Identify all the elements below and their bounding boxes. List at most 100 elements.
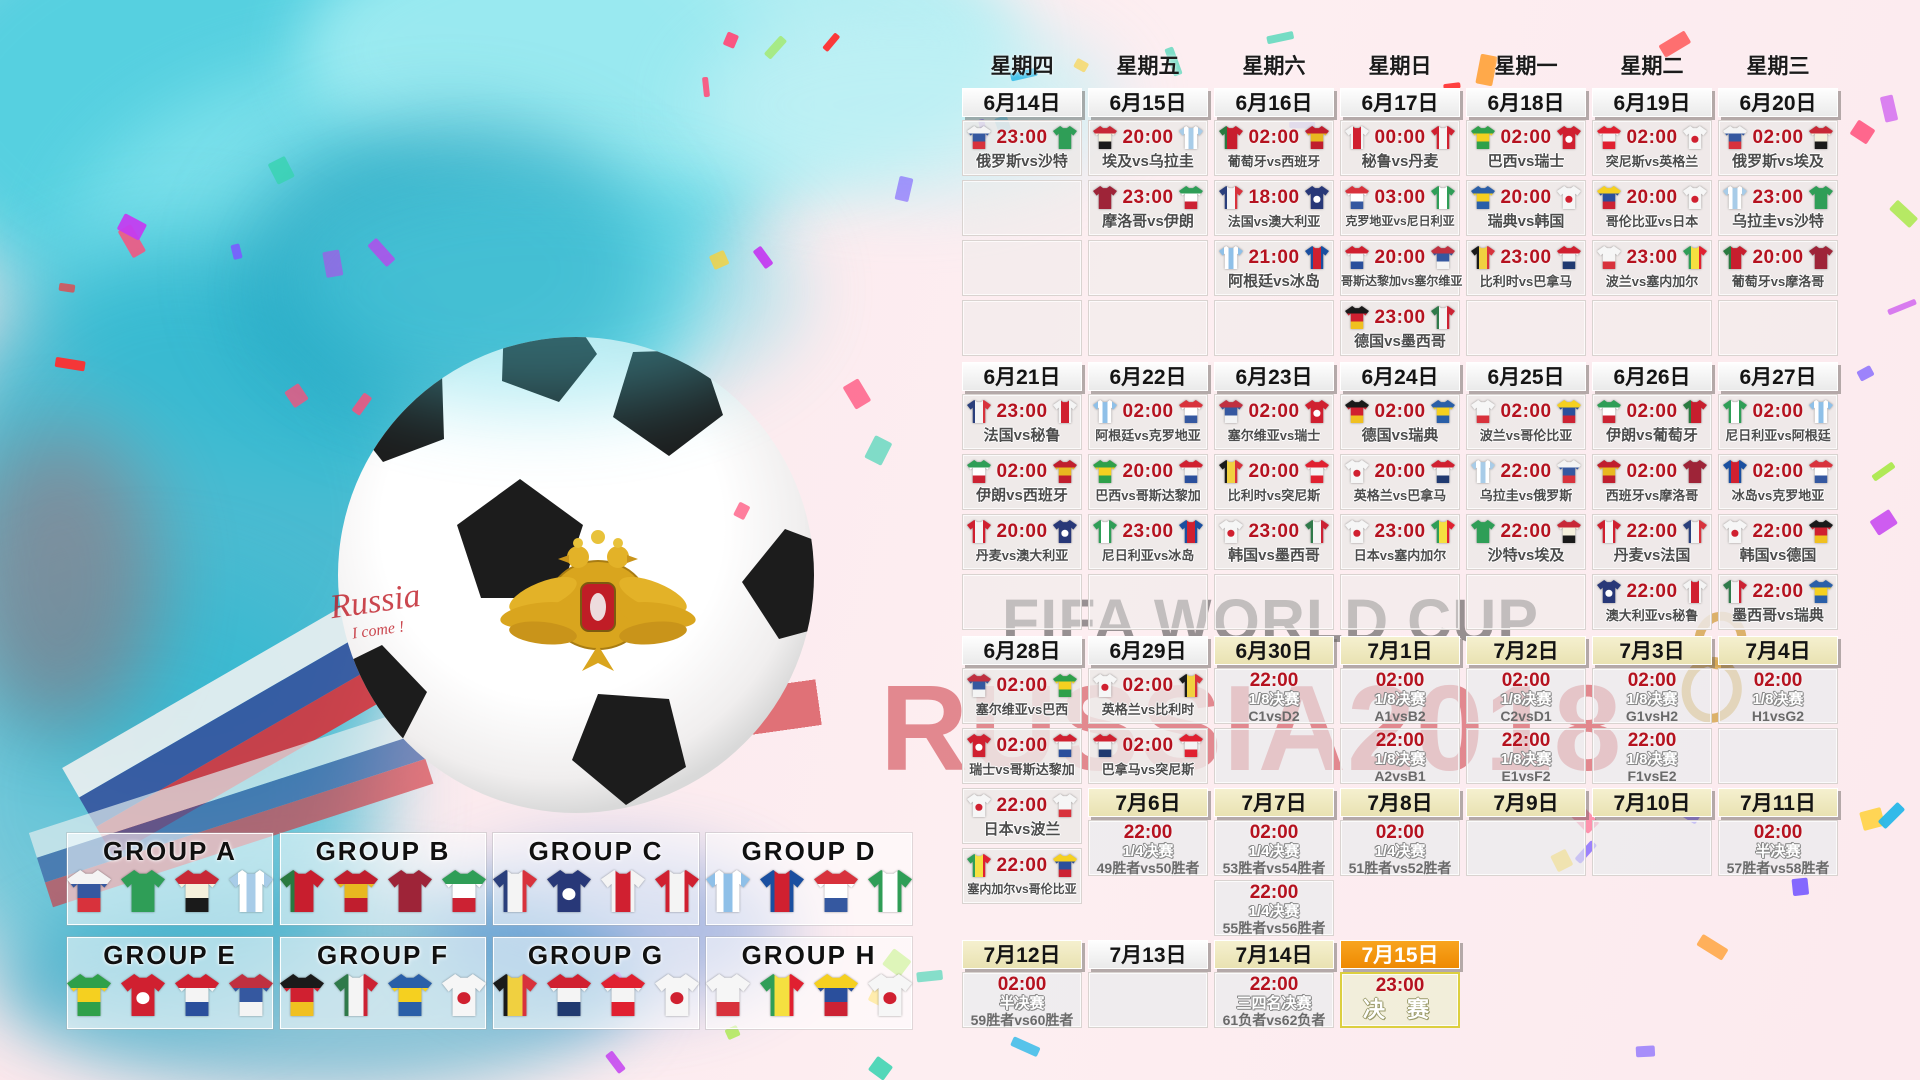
match-teams: 克罗地亚vs尼日利亚 <box>1345 214 1455 228</box>
match-top-row: 02:00 <box>963 669 1081 699</box>
jersey-mark <box>1565 196 1573 203</box>
match-cell: 23:00 俄罗斯vs沙特 <box>962 120 1082 176</box>
match-cell: 20:00 比利时vs突尼斯 <box>1214 454 1334 510</box>
weekday-label: 星期三 <box>1746 55 1810 78</box>
match-time: 22:00 <box>1500 520 1552 542</box>
jersey-body <box>967 400 991 423</box>
match-cell: 22:00 塞内加尔vs哥伦比亚 <box>962 848 1082 904</box>
match-time: 23:00 <box>1500 246 1552 268</box>
match-time: 02:00 <box>1248 400 1300 422</box>
jersey-body <box>1471 246 1495 269</box>
group-title: GROUP A <box>103 836 237 866</box>
match-top-row: 22:00 <box>1719 575 1837 605</box>
date-box: 6月25日 <box>1466 362 1586 391</box>
match-time: 02:00 <box>1249 822 1299 843</box>
match-top-row: 02:00 <box>1719 121 1837 151</box>
jersey-icon-ar <box>1219 246 1243 269</box>
jersey-icon-hr <box>814 870 858 912</box>
jersey-body <box>67 870 111 912</box>
jersey-body <box>1597 460 1621 483</box>
jersey-icon-pt <box>280 870 324 912</box>
match-cell: 02:00 波兰vs哥伦比亚 <box>1466 394 1586 450</box>
jersey-body <box>67 974 111 1016</box>
match-time: 20:00 <box>1122 460 1174 482</box>
jersey-body <box>1430 520 1455 543</box>
pairing-label: E1vsF2 <box>1501 768 1551 784</box>
jersey-icon-dk <box>655 870 699 912</box>
group-jerseys-row <box>280 974 486 1016</box>
stage-label: 1/4决赛 <box>1248 903 1300 920</box>
match-time: 02:00 <box>1500 400 1552 422</box>
jersey-mark <box>975 744 983 751</box>
match-cell: 22:00 丹麦vs法国 <box>1592 514 1712 570</box>
date-box: 7月14日 <box>1214 940 1334 969</box>
jersey-mark <box>1731 530 1739 537</box>
match-top-row: 02:00 <box>1215 121 1333 151</box>
match-teams: 埃及vs乌拉圭 <box>1102 153 1194 170</box>
empty-cell <box>1466 820 1586 876</box>
pairing-label: 57胜者vs58胜者 <box>1726 860 1830 876</box>
match-top-row: 23:00 <box>1089 515 1207 545</box>
jersey-icon-de <box>280 974 324 1016</box>
jersey-icon-dk <box>967 520 991 543</box>
match-teams: 秘鲁vs丹麦 <box>1361 153 1439 170</box>
group-box: GROUP A <box>67 833 273 925</box>
jersey-icon-ru <box>967 126 991 149</box>
date-box: 7月6日 <box>1088 788 1208 817</box>
knockout-cell: 02:00 半决赛 59胜者vs60胜者 <box>962 972 1082 1028</box>
match-teams: 乌拉圭vs沙特 <box>1732 213 1824 230</box>
jersey-icon-ru <box>1556 460 1581 483</box>
match-top-row: 20:00 <box>1593 181 1711 211</box>
jersey-body <box>1597 186 1621 209</box>
jersey-icon-es <box>1304 126 1329 149</box>
jersey-icon-jp <box>868 974 912 1016</box>
match-time: 22:00 <box>996 794 1048 816</box>
jersey-icon-pt <box>1723 246 1747 269</box>
jersey-body <box>229 974 273 1016</box>
jersey-icon-rs <box>1219 400 1243 423</box>
jersey-icon-hr <box>1345 186 1369 209</box>
match-time: 02:00 <box>1627 670 1677 691</box>
jersey-icon-pa <box>547 974 591 1016</box>
knockout-cell: 22:00 1/4决赛 55胜者vs56胜者 <box>1214 880 1334 936</box>
match-top-row: 20:00 <box>1341 241 1459 271</box>
jersey-icon-ma <box>1682 460 1707 483</box>
date-box: 7月2日 <box>1466 636 1586 665</box>
match-cell: 02:00 巴拿马vs突尼斯 <box>1088 728 1208 784</box>
stage-label: 1/8决赛 <box>1626 751 1678 768</box>
jersey-icon-pt <box>1219 126 1243 149</box>
match-time: 23:00 <box>1374 520 1426 542</box>
match-cell: 22:00 日本vs波兰 <box>962 788 1082 844</box>
jersey-body <box>967 674 991 697</box>
jersey-body <box>1682 460 1707 483</box>
pairing-label: G1vsH2 <box>1625 708 1679 724</box>
jersey-body <box>1556 246 1581 269</box>
jersey-icon-en <box>1093 674 1117 697</box>
jersey-icon-tn <box>1178 734 1203 757</box>
jersey-body <box>1345 186 1369 209</box>
match-cell: 20:00 丹麦vs澳大利亚 <box>962 514 1082 570</box>
jersey-icon-kr <box>1219 520 1243 543</box>
match-teams: 西班牙vs摩洛哥 <box>1605 488 1699 503</box>
jersey-body <box>1808 400 1833 423</box>
match-teams: 墨西哥vs瑞典 <box>1732 607 1824 624</box>
match-top-row: 02:00 <box>963 729 1081 759</box>
jersey-icon-fr <box>1682 520 1707 543</box>
jersey-body <box>1178 126 1203 149</box>
knockout-cell: 02:00 1/4决赛 53胜者vs54胜者 <box>1214 820 1334 876</box>
jersey-icon-ru <box>67 870 111 912</box>
stage-label: 1/4决赛 <box>1374 843 1426 860</box>
jersey-body <box>1345 126 1369 149</box>
jersey-body <box>868 870 912 912</box>
jersey-body <box>967 126 991 149</box>
jersey-body <box>1304 126 1329 149</box>
stage-label: 1/8决赛 <box>1626 691 1678 708</box>
jersey-body <box>1052 794 1077 817</box>
match-teams: 塞尔维亚vs瑞士 <box>1227 428 1321 443</box>
jersey-body <box>814 870 858 912</box>
match-teams: 哥伦比亚vs日本 <box>1605 214 1699 229</box>
jersey-body <box>760 870 804 912</box>
paint-splash <box>280 170 800 410</box>
jersey-body <box>1723 400 1747 423</box>
jersey-body <box>1430 400 1455 423</box>
